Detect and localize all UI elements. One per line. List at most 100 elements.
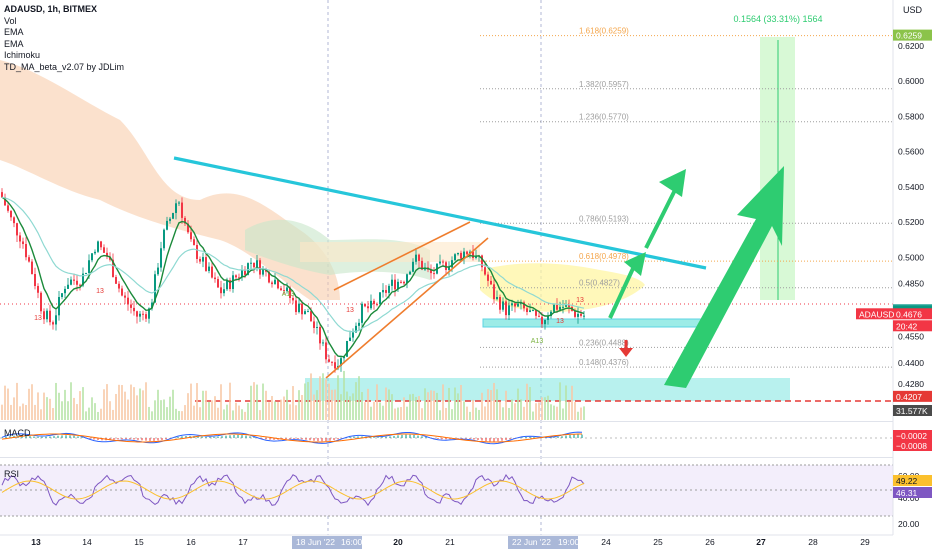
volume-bar — [256, 384, 258, 420]
volume-bar — [322, 373, 324, 420]
indicator-vol[interactable]: Vol — [4, 15, 17, 26]
macd-histogram-bar — [309, 438, 311, 441]
indicator-ema-2[interactable]: EMA — [4, 38, 24, 49]
macd-label[interactable]: MACD — [4, 428, 31, 438]
volume-bar — [514, 403, 516, 420]
candle-body — [190, 232, 192, 240]
macd-line — [1, 431, 583, 445]
macd-histogram-bar — [113, 438, 115, 440]
candle-body — [19, 235, 21, 242]
candle-body — [220, 287, 222, 294]
macd-histogram-bar — [485, 438, 487, 442]
price-badge-text: 0.6259 — [896, 31, 922, 41]
candle-body — [382, 290, 384, 293]
candle-body — [148, 308, 150, 319]
macd-histogram-bar — [33, 436, 35, 438]
candle-body — [136, 311, 138, 317]
price-badge — [893, 405, 932, 416]
time-tick-label: 16 — [186, 537, 196, 547]
candle-body — [508, 305, 510, 316]
macd-histogram-bar — [41, 436, 43, 438]
time-tick-label: 14 — [82, 537, 92, 547]
candle-body — [355, 325, 357, 333]
candle-body — [511, 303, 513, 306]
candle-body — [88, 260, 90, 273]
price-axis[interactable] — [893, 0, 932, 550]
price-tick-label: 0.5600 — [898, 147, 924, 157]
macd-histogram-bar — [505, 438, 507, 441]
volume-bar — [232, 410, 234, 420]
candle-body — [82, 273, 84, 286]
candle-body — [205, 257, 207, 271]
indicator-td-ma[interactable]: TD_MA_beta_v2.07 by JDLim — [4, 61, 125, 72]
volume-bar — [58, 392, 60, 420]
candle-body — [85, 272, 87, 274]
indicator-ema-1[interactable]: EMA — [4, 27, 24, 37]
macd-histogram-bar — [421, 436, 423, 438]
volume-bar — [508, 407, 510, 420]
volume-bar — [121, 385, 123, 420]
candle-body — [166, 220, 168, 230]
macd-histogram-bar — [305, 438, 307, 440]
volume-bar — [13, 397, 15, 420]
volume-bar — [259, 410, 261, 420]
price-unit: USD — [903, 5, 923, 15]
macd-histogram-bar — [109, 438, 111, 441]
volume-bar — [166, 407, 168, 420]
candle-body — [433, 273, 435, 275]
candle-body — [52, 322, 54, 325]
volume-bar — [292, 386, 294, 420]
volume-bar — [367, 388, 369, 420]
candle-body — [349, 337, 351, 341]
support-zone-upper — [482, 318, 719, 328]
candle-body — [112, 259, 114, 278]
candle-body — [364, 303, 366, 307]
candle-body — [307, 311, 309, 313]
time-axis[interactable] — [0, 535, 932, 550]
rsi-ma-line — [1, 480, 585, 500]
indicator-ichimoku[interactable]: Ichimoku — [4, 50, 41, 60]
volume-bar — [478, 409, 480, 420]
volume-bar — [67, 401, 69, 420]
macd-histogram-bar — [209, 436, 211, 438]
macd-histogram-bar — [333, 438, 335, 441]
symbol-title[interactable]: ADAUSD, 1h, BITMEX — [4, 4, 98, 14]
fib-label: 0.236(0.4488) — [579, 338, 629, 347]
macd-histogram-bar — [521, 437, 523, 438]
td-mark: 13 — [576, 297, 584, 304]
candle-body — [379, 292, 381, 305]
volume-bar — [424, 388, 426, 420]
time-tick-label: 28 — [808, 537, 818, 547]
volume-bar — [418, 396, 420, 420]
volume-bar — [235, 402, 237, 420]
macd-badge-text: −0.0002 — [896, 431, 927, 441]
time-tick-label: 21 — [445, 537, 455, 547]
fib-label: 0.786(0.5193) — [579, 214, 629, 223]
td-mark: 13 — [346, 307, 354, 314]
volume-bar — [76, 404, 78, 420]
volume-bar — [406, 406, 408, 420]
candle-body — [475, 255, 477, 259]
candle-body — [415, 254, 417, 262]
macd-histogram-bar — [369, 436, 371, 438]
macd-histogram-bar — [465, 438, 467, 439]
candle-body — [181, 202, 183, 218]
volume-bar — [463, 401, 465, 420]
volume-bar — [355, 382, 357, 420]
volume-bars — [1, 370, 585, 420]
macd-histogram-bar — [557, 436, 559, 438]
volume-bar — [157, 389, 159, 420]
rsi-label[interactable]: RSI — [4, 469, 20, 479]
volume-bar — [535, 403, 537, 420]
candle-body — [256, 260, 258, 268]
rsi-badge — [893, 475, 932, 486]
volume-bar — [571, 385, 573, 420]
volume-bar — [319, 376, 321, 420]
volume-bar — [409, 394, 411, 420]
rsi-line — [1, 474, 585, 507]
candle-body — [73, 279, 75, 281]
arrow-small-1 — [608, 252, 646, 319]
fib-label: 1.382(0.5957) — [579, 80, 629, 89]
macd-histogram-bar — [221, 436, 223, 438]
